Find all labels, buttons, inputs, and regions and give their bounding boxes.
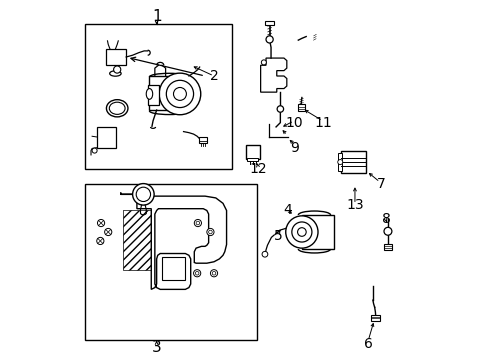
Text: 10: 10 — [285, 116, 303, 130]
Circle shape — [159, 73, 201, 115]
Circle shape — [166, 80, 193, 108]
Circle shape — [195, 271, 199, 275]
Bar — [106, 49, 126, 65]
Text: 5: 5 — [273, 229, 282, 243]
Text: 13: 13 — [346, 198, 364, 212]
Bar — [85, 184, 257, 339]
Circle shape — [136, 187, 150, 202]
Text: 2: 2 — [209, 69, 218, 83]
Bar — [85, 24, 231, 169]
Bar — [149, 76, 188, 110]
Bar — [246, 158, 258, 161]
Circle shape — [206, 228, 214, 235]
Circle shape — [265, 36, 273, 43]
Text: 8: 8 — [381, 212, 390, 226]
Text: 6: 6 — [363, 337, 372, 351]
Bar — [338, 153, 341, 171]
Circle shape — [277, 106, 283, 112]
Ellipse shape — [106, 100, 128, 117]
Circle shape — [210, 270, 217, 277]
Ellipse shape — [109, 102, 125, 114]
Text: 9: 9 — [290, 141, 299, 155]
Bar — [370, 315, 379, 320]
Circle shape — [97, 220, 104, 226]
Circle shape — [262, 251, 267, 257]
Circle shape — [132, 184, 154, 205]
Bar — [245, 145, 259, 159]
Bar — [265, 21, 273, 25]
Ellipse shape — [109, 71, 121, 76]
Ellipse shape — [146, 89, 152, 99]
Text: 11: 11 — [314, 116, 331, 130]
Bar — [341, 150, 366, 173]
Circle shape — [291, 222, 311, 242]
Text: 12: 12 — [249, 162, 266, 176]
Circle shape — [97, 237, 104, 244]
Bar — [148, 85, 159, 105]
Polygon shape — [260, 58, 286, 92]
Text: 7: 7 — [376, 177, 385, 190]
Bar — [97, 127, 116, 148]
Polygon shape — [121, 193, 226, 289]
Circle shape — [196, 221, 199, 225]
Bar — [162, 257, 185, 280]
Circle shape — [297, 228, 305, 236]
Circle shape — [261, 60, 266, 65]
Bar — [298, 104, 304, 111]
Bar — [198, 137, 207, 143]
Text: 3: 3 — [151, 340, 161, 355]
Circle shape — [208, 230, 212, 234]
Circle shape — [212, 271, 215, 275]
Circle shape — [383, 227, 391, 235]
Circle shape — [337, 159, 342, 165]
Circle shape — [285, 216, 317, 248]
Circle shape — [113, 66, 121, 73]
Text: 1: 1 — [151, 9, 161, 24]
Circle shape — [92, 148, 97, 153]
Circle shape — [194, 220, 201, 226]
Text: 4: 4 — [283, 203, 291, 217]
Circle shape — [193, 270, 201, 277]
Circle shape — [173, 87, 186, 100]
Bar — [301, 215, 333, 249]
Bar — [383, 244, 391, 250]
Circle shape — [104, 228, 112, 235]
